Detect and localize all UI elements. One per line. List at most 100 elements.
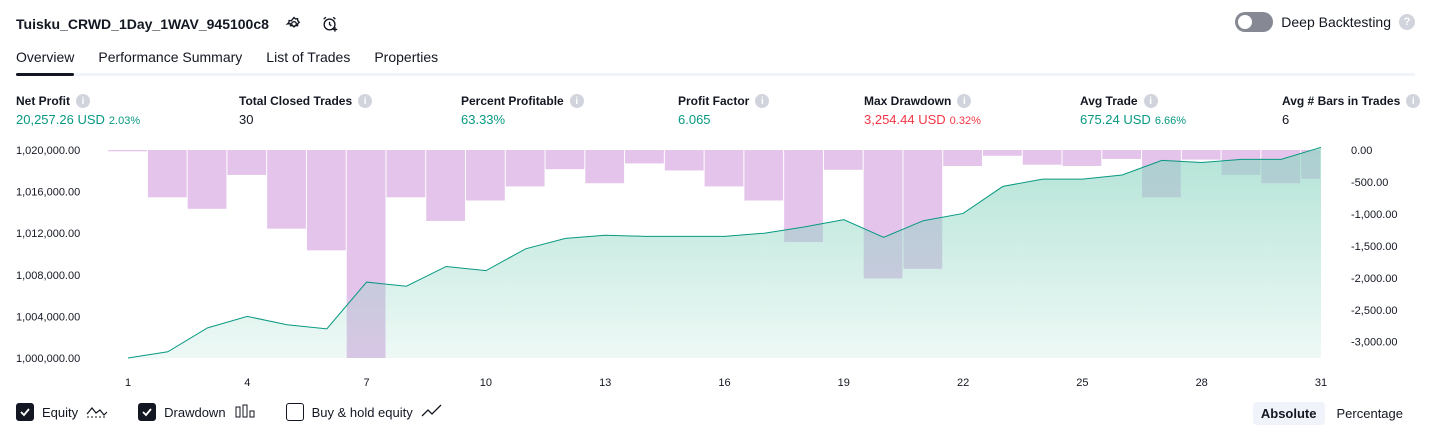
tab-performance-summary[interactable]: Performance Summary bbox=[98, 49, 243, 65]
y-right-tick-label: -3,000.00 bbox=[1351, 337, 1397, 349]
drawdown-bar bbox=[505, 150, 545, 187]
buy-hold-icon bbox=[421, 404, 443, 421]
deep-backtesting: Deep Backtesting ? bbox=[1235, 12, 1415, 32]
equity-area-fill bbox=[128, 147, 1321, 358]
drawdown-checkbox[interactable] bbox=[138, 403, 157, 421]
metric-avg-bars: Avg # Bars in Trades i 6 bbox=[1282, 94, 1421, 127]
metric-label: Profit Factor bbox=[678, 94, 750, 108]
header: Tuisku_CRWD_1Day_1WAV_945100c8 bbox=[16, 10, 341, 38]
drawdown-bar bbox=[108, 150, 147, 152]
x-tick-label: 13 bbox=[599, 377, 611, 389]
tab-list-of-trades[interactable]: List of Trades bbox=[266, 49, 351, 65]
y-left-tick-label: 1,016,000.00 bbox=[16, 187, 80, 199]
drawdown-bar bbox=[823, 150, 863, 170]
equity-checkbox[interactable] bbox=[16, 403, 34, 421]
metric-value: 63.33% bbox=[461, 112, 506, 127]
y-right-tick-label: -2,500.00 bbox=[1351, 305, 1397, 317]
y-right-tick-label: -1,500.00 bbox=[1351, 241, 1397, 253]
drawdown-bar bbox=[1181, 150, 1221, 160]
x-tick-label: 10 bbox=[480, 377, 492, 389]
y-left-tick-label: 1,012,000.00 bbox=[16, 228, 80, 240]
metric-value: 30 bbox=[239, 112, 254, 127]
legend-equity[interactable]: Equity bbox=[16, 403, 108, 421]
tab-properties[interactable]: Properties bbox=[374, 49, 439, 65]
legend-buy-hold[interactable]: Buy & hold equity bbox=[285, 403, 443, 421]
deep-backtesting-label: Deep Backtesting bbox=[1281, 14, 1391, 30]
metric-percent: 0.32% bbox=[949, 115, 981, 127]
x-tick-label: 7 bbox=[364, 377, 370, 389]
equity-icon bbox=[86, 404, 108, 421]
x-tick-label: 31 bbox=[1315, 377, 1327, 389]
x-tick-label: 28 bbox=[1196, 377, 1208, 389]
chart-legend: Equity Drawdown Buy & hold equity bbox=[16, 403, 443, 421]
drawdown-bar bbox=[426, 150, 466, 221]
info-icon[interactable]: i bbox=[957, 94, 972, 108]
drawdown-bar bbox=[1062, 150, 1102, 166]
metric-label: Percent Profitable bbox=[461, 94, 564, 108]
metric-percent: 2.03% bbox=[108, 115, 141, 127]
drawdown-bar bbox=[585, 150, 625, 184]
drawdown-icon bbox=[234, 404, 256, 421]
buy-hold-checkbox[interactable] bbox=[285, 403, 304, 421]
y-left-tick-label: 1,000,000.00 bbox=[16, 353, 80, 365]
drawdown-bar bbox=[227, 150, 267, 175]
help-icon[interactable]: ? bbox=[1399, 14, 1415, 30]
x-tick-label: 22 bbox=[957, 377, 969, 389]
metric-profit-factor: Profit Factor i 6.065 bbox=[678, 94, 770, 127]
info-icon[interactable]: i bbox=[358, 94, 373, 108]
scale-mode-switch: Absolute Percentage bbox=[1252, 402, 1411, 425]
metric-value: 20,257.26 USD bbox=[16, 112, 105, 127]
x-tick-label: 1 bbox=[125, 377, 131, 389]
drawdown-bar bbox=[386, 150, 426, 198]
drawdown-bar bbox=[267, 150, 306, 229]
tab-overview[interactable]: Overview bbox=[16, 44, 75, 76]
metric-percent: 6.66% bbox=[1154, 115, 1187, 127]
drawdown-bar bbox=[625, 150, 664, 164]
settings-icon[interactable] bbox=[283, 13, 305, 35]
info-icon[interactable]: i bbox=[755, 94, 770, 108]
drawdown-bar bbox=[982, 150, 1022, 156]
drawdown-bar bbox=[466, 150, 505, 201]
x-tick-label: 19 bbox=[838, 377, 850, 389]
strategy-title: Tuisku_CRWD_1Day_1WAV_945100c8 bbox=[16, 16, 269, 32]
y-right-tick-label: -500.00 bbox=[1351, 177, 1388, 189]
drawdown-bar bbox=[306, 150, 346, 251]
drawdown-bar bbox=[744, 150, 784, 201]
tab-bar: Overview Performance Summary List of Tra… bbox=[16, 44, 1415, 76]
metric-max-drawdown: Max Drawdown i 3,254.44 USD 0.32% bbox=[864, 94, 981, 127]
legend-label: Drawdown bbox=[164, 404, 226, 420]
info-icon[interactable]: i bbox=[1143, 94, 1158, 108]
drawdown-bar bbox=[943, 150, 982, 166]
metric-label: Net Profit bbox=[16, 94, 70, 108]
drawdown-bar bbox=[704, 150, 744, 187]
alarm-add-icon[interactable] bbox=[319, 13, 341, 35]
drawdown-bar bbox=[664, 150, 704, 171]
info-icon[interactable]: i bbox=[76, 94, 90, 108]
legend-label: Equity bbox=[42, 404, 79, 420]
legend-drawdown[interactable]: Drawdown bbox=[138, 403, 255, 421]
equity-area bbox=[127, 146, 1322, 359]
metrics-row: Net Profit i 20,257.26 USD 2.03% Total Clo… bbox=[16, 94, 1421, 130]
legend-label: Buy & hold equity bbox=[311, 404, 413, 420]
metric-label: Avg Trade bbox=[1080, 94, 1138, 108]
metric-total-closed-trades: Total Closed Trades i 30 bbox=[239, 94, 373, 127]
equity-line bbox=[127, 146, 1322, 359]
x-tick-label: 25 bbox=[1076, 377, 1088, 389]
metric-value: 6 bbox=[1282, 112, 1290, 127]
drawdown-bar bbox=[545, 150, 585, 170]
drawdown-bar bbox=[1102, 150, 1142, 159]
mode-absolute[interactable]: Absolute bbox=[1252, 402, 1325, 425]
y-left-tick-label: 1,004,000.00 bbox=[16, 311, 80, 323]
metric-avg-trade: Avg Trade i 675.24 USD 6.66% bbox=[1080, 94, 1186, 127]
info-icon[interactable]: i bbox=[1406, 94, 1421, 108]
metric-label: Total Closed Trades bbox=[239, 94, 353, 108]
equity-drawdown-chart[interactable]: 1,020,000.00 1,016,000.00 1,012,000.00 1,00… bbox=[0, 140, 1431, 395]
info-icon[interactable]: i bbox=[569, 94, 584, 108]
metric-value: 675.24 USD bbox=[1080, 112, 1151, 127]
y-right-tick-label: 0.00 bbox=[1351, 145, 1372, 157]
metric-value: 3,254.44 USD bbox=[864, 112, 946, 127]
deep-backtesting-toggle[interactable] bbox=[1235, 12, 1274, 32]
x-tick-label: 16 bbox=[718, 377, 730, 389]
drawdown-bar bbox=[1022, 150, 1062, 165]
mode-percentage[interactable]: Percentage bbox=[1336, 406, 1404, 421]
